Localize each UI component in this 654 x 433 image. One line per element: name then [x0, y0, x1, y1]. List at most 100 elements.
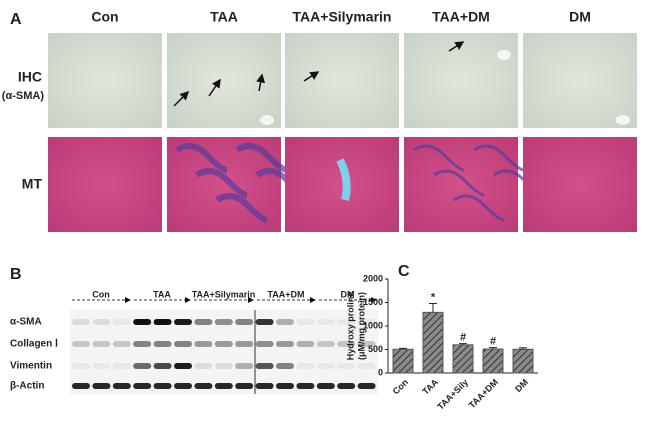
- blot-band: [255, 383, 274, 389]
- mt-image: [523, 137, 637, 232]
- significance-marker: #: [460, 332, 466, 344]
- blot-band: [357, 319, 376, 325]
- blot-band: [153, 341, 172, 347]
- blot-band: [92, 319, 111, 325]
- blot-band: [235, 319, 254, 325]
- blot-band: [214, 363, 233, 369]
- blot-band: [153, 363, 172, 369]
- blot-band: [214, 341, 233, 347]
- panel-a: A IHC (α-SMA) MT Con TAA TAA+Silymarin TAA+…: [2, 9, 637, 232]
- arrow: [448, 41, 465, 52]
- group-label: DM: [341, 289, 355, 299]
- blot-band: [153, 383, 172, 389]
- blot-band: [255, 319, 274, 325]
- fibrosis-streak: [215, 193, 268, 223]
- blot-band: [316, 319, 335, 325]
- blot-band: [194, 363, 213, 369]
- panel-label: C: [398, 263, 410, 280]
- fibrosis-streak: [175, 143, 228, 173]
- vessel: [497, 50, 511, 60]
- fibrosis-streak: [235, 143, 288, 173]
- panel-label: B: [10, 266, 22, 283]
- vessel: [336, 158, 351, 201]
- fibrosis-streak: [453, 194, 505, 222]
- blot-band: [316, 341, 335, 347]
- row-label: IHC: [18, 69, 42, 85]
- bar: [422, 311, 444, 374]
- column-header: TAA: [210, 9, 238, 25]
- group-label: TAA+DM: [267, 289, 304, 299]
- group-label: Con: [92, 289, 110, 299]
- arrow: [173, 90, 190, 107]
- bar: [452, 344, 474, 374]
- row-label: (α-SMA): [2, 90, 45, 102]
- x-tick-label: TAA: [420, 377, 440, 397]
- significance-marker: *: [431, 291, 436, 303]
- column-header: TAA+DM: [432, 9, 490, 25]
- blot-band: [255, 363, 274, 369]
- mt-image: [285, 137, 399, 232]
- ihc-image: [167, 33, 281, 128]
- x-tick-label: TAA+DM: [467, 377, 500, 410]
- bar: [392, 348, 414, 374]
- blot-band: [112, 383, 131, 389]
- blot-band: [357, 383, 376, 389]
- blot-band: [174, 319, 192, 325]
- bar: [512, 348, 534, 374]
- y-tick-label: 2000: [363, 273, 383, 283]
- blot-band: [174, 363, 192, 369]
- blot-band: [133, 363, 152, 369]
- fibrosis-streak: [433, 169, 485, 197]
- significance-marker: #: [490, 336, 496, 348]
- vessel: [260, 115, 274, 125]
- group-label: TAA: [153, 289, 171, 299]
- blot-band: [276, 319, 294, 325]
- blot-band: [133, 383, 152, 389]
- blot-band: [235, 341, 254, 347]
- ihc-image: [523, 33, 637, 128]
- blot-band: [235, 363, 254, 369]
- mt-image: [404, 137, 518, 232]
- blot-band: [296, 341, 315, 347]
- blot-band: [72, 383, 90, 389]
- ihc-image: [404, 33, 518, 128]
- column-header: DM: [569, 9, 591, 25]
- bar: [482, 348, 504, 374]
- blot-band: [92, 341, 111, 347]
- blot-band: [337, 363, 356, 369]
- mt-image: [48, 137, 162, 232]
- blot-band: [296, 319, 315, 325]
- row-label: MT: [22, 176, 43, 192]
- row-label: Vimentin: [10, 361, 52, 372]
- ihc-image: [48, 33, 162, 128]
- column-header: TAA+Silymarin: [293, 9, 392, 25]
- blot-band: [316, 363, 335, 369]
- y-axis-title: Hydroxy proline: [345, 292, 355, 361]
- vessel: [616, 115, 630, 125]
- y-axis-title: (μM/mg protein): [356, 292, 366, 360]
- group-label: TAA+Silymarin: [192, 289, 256, 299]
- blot-band: [235, 383, 254, 389]
- blot-band: [255, 341, 274, 347]
- row-label: Collagen Ⅰ: [10, 339, 58, 350]
- blot-band: [174, 383, 192, 389]
- y-tick-label: 1000: [363, 320, 383, 330]
- row-label: α-SMA: [10, 317, 42, 328]
- blot-band: [276, 383, 294, 389]
- blot-band: [337, 319, 356, 325]
- blot-band: [72, 363, 90, 369]
- blot-band: [276, 363, 294, 369]
- blot-band: [337, 341, 356, 347]
- y-tick-label: 0: [378, 367, 383, 377]
- x-tick-label: TAA+Sily: [435, 377, 470, 412]
- blot-band: [133, 341, 152, 347]
- blot-background: [70, 310, 378, 394]
- blot-band: [296, 363, 315, 369]
- blot-band: [194, 341, 213, 347]
- blot-band: [112, 319, 131, 325]
- panel-b: B Con TAA TAA+Silymarin TAA+DM DM α-SMA Collag…: [10, 266, 378, 394]
- blot-band: [92, 363, 111, 369]
- fibrosis-streak: [195, 168, 248, 198]
- row-label: β-Actin: [10, 381, 44, 392]
